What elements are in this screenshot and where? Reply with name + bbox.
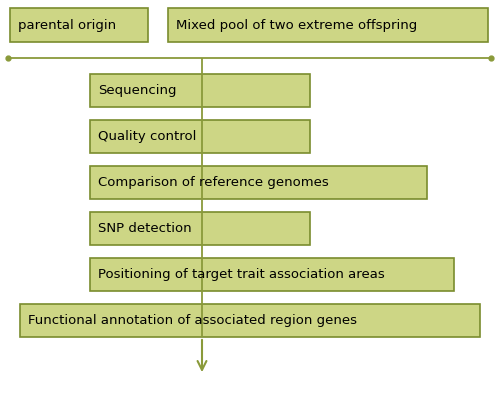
Bar bbox=[20, 304, 480, 337]
Text: Positioning of target trait association areas: Positioning of target trait association … bbox=[98, 268, 385, 281]
Bar bbox=[90, 74, 310, 107]
Text: SNP detection: SNP detection bbox=[98, 222, 192, 235]
Bar bbox=[168, 8, 488, 42]
Bar bbox=[10, 8, 148, 42]
Bar bbox=[90, 212, 310, 245]
Bar bbox=[90, 166, 427, 199]
Bar bbox=[90, 258, 454, 291]
Text: Sequencing: Sequencing bbox=[98, 84, 177, 97]
Text: Quality control: Quality control bbox=[98, 130, 197, 143]
Text: Functional annotation of associated region genes: Functional annotation of associated regi… bbox=[28, 314, 357, 327]
Text: parental origin: parental origin bbox=[18, 18, 116, 32]
Text: Comparison of reference genomes: Comparison of reference genomes bbox=[98, 176, 329, 189]
Bar bbox=[90, 120, 310, 153]
Text: Mixed pool of two extreme offspring: Mixed pool of two extreme offspring bbox=[176, 18, 417, 32]
